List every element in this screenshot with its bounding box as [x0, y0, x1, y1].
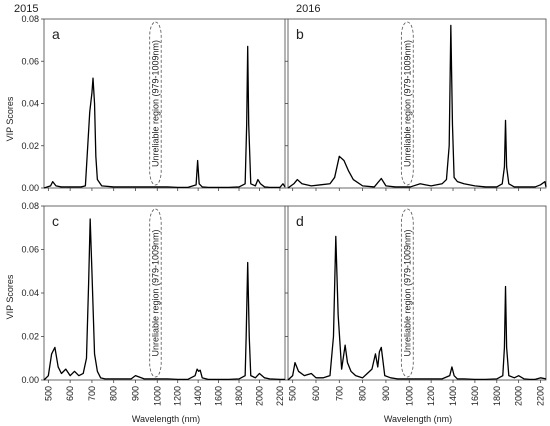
panel-d-x-tick-label-2: 700	[334, 386, 344, 401]
panel-a-y-tick-label-2: 0.04	[21, 99, 39, 109]
panel-b-unreliable-region	[400, 21, 414, 186]
panel-c-x-tick-label-3: 800	[109, 386, 119, 401]
panel-d-x-tick-label-4: 900	[381, 386, 391, 401]
panel-d-x-tick-label-10: 2000	[514, 386, 524, 406]
panel-a-unreliable-region-label: Unreliable region (979-1009nm)	[150, 40, 160, 167]
panel-a: 0.00 0.02 0.04 0.06 0.08 Unreliable region (9…	[21, 14, 286, 193]
panel-c-x-tick-label-0: 500	[43, 386, 53, 401]
panel-c-x-tick-label-10: 2000	[254, 386, 264, 406]
panel-c-x-tick-label-4: 900	[130, 386, 140, 401]
panel-b-unreliable-region-label: Unreliable region (979-1009nm)	[402, 40, 412, 167]
panel-d-x-tick-label-6: 1200	[426, 386, 436, 406]
panel-c: 0.00 0.02 0.04 0.06 0.08 500 600 700 800 900 1000 1…	[21, 201, 286, 406]
panel-c-letter: c	[52, 213, 59, 229]
panel-d-x-tick-label-5: 1000	[404, 386, 414, 406]
panel-d-x-tick-label-7: 1400	[448, 386, 458, 406]
y-axis-label-top: VIP Scores	[5, 96, 15, 141]
panel-c-x-tick-label-6: 1200	[173, 386, 183, 406]
panel-d-x-tick-label-1: 600	[311, 386, 321, 401]
panel-c-y-tick-label-0: 0.00	[21, 375, 39, 385]
panel-d-x-tick-label-3: 800	[358, 386, 368, 401]
panel-c-x-tick-label-2: 700	[87, 386, 97, 401]
panel-a-y-tick-label-0: 0.00	[21, 183, 39, 193]
panel-c-x-tick-label-1: 600	[65, 386, 75, 401]
panel-c-x-tick-label-5: 1000	[152, 386, 162, 406]
panel-b: Unreliable region (979-1009nm) b	[285, 18, 547, 191]
panel-a-y-tick-label-3: 0.06	[21, 56, 39, 66]
year-label-2016: 2016	[296, 3, 320, 15]
x-axis-label-left: Wavelength (nm)	[132, 414, 200, 424]
panel-c-x-tick-label-9: 1800	[234, 386, 244, 406]
panel-c-y-tick-label-3: 0.06	[21, 245, 39, 255]
panel-d-unreliable-region-label: Unreliable region (979-1009nm)	[402, 229, 412, 356]
panel-d-x-tick-label-9: 1800	[492, 386, 502, 406]
x-axis-label-right: Wavelength (nm)	[384, 414, 452, 424]
panel-b-frame	[287, 18, 547, 189]
panel-a-letter: a	[52, 26, 60, 42]
panel-a-y-tick-label-4: 0.08	[21, 14, 39, 24]
panel-d-vip-line	[287, 235, 547, 381]
panel-d-x-tick-label-11: 2200	[536, 386, 546, 406]
panel-b-vip-line	[287, 24, 547, 189]
panel-b-letter: b	[296, 26, 304, 42]
panel-c-y-tick-label-1: 0.02	[21, 332, 39, 342]
year-label-2015: 2015	[14, 3, 38, 15]
panel-c-y-tick-label-4: 0.08	[21, 201, 39, 211]
panel-d: 500 600 700 800 900 1000 1200 1400 1600 1800 2000 2…	[285, 205, 547, 406]
panel-a-unreliable-region	[149, 21, 162, 186]
panel-d-unreliable-region	[400, 208, 414, 378]
y-axis-label-bottom: VIP Scores	[5, 274, 15, 319]
chart-panels: 0.00 0.02 0.04 0.06 0.08 Unreliable region (9…	[21, 14, 547, 406]
panel-a-vip-line	[43, 45, 286, 189]
panel-d-letter: d	[296, 213, 304, 229]
panel-d-x-tick-label-0: 500	[288, 386, 298, 401]
panel-c-vip-line	[43, 218, 285, 381]
panel-d-x-tick-label-8: 1600	[470, 386, 480, 406]
panel-c-unreliable-region-label: Unreliable region (979-1009nm)	[150, 229, 160, 356]
panel-c-x-tick-label-8: 1600	[214, 386, 224, 406]
panel-c-x-tick-label-7: 1400	[193, 386, 203, 406]
panel-c-x-tick-label-11: 2200	[275, 386, 285, 406]
panel-a-y-tick-label-1: 0.02	[21, 141, 39, 151]
panel-c-y-tick-label-2: 0.04	[21, 288, 39, 298]
panel-c-unreliable-region	[149, 208, 162, 378]
